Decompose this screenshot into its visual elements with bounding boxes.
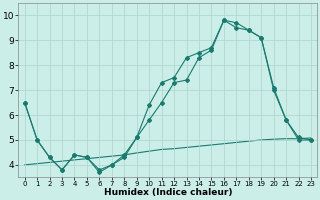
X-axis label: Humidex (Indice chaleur): Humidex (Indice chaleur)	[104, 188, 232, 197]
